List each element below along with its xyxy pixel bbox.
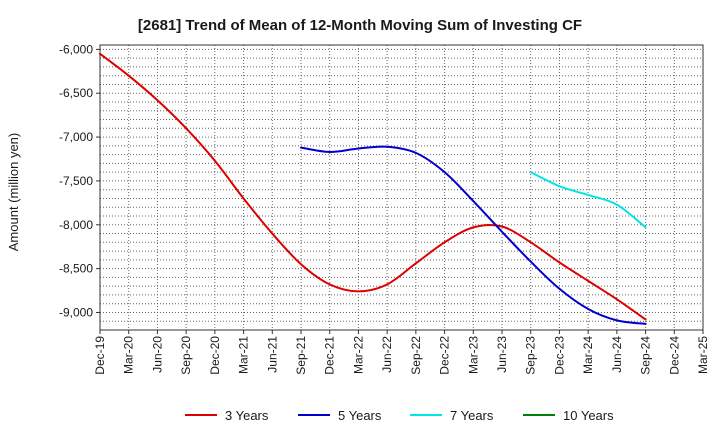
x-tick-label: Dec-22 bbox=[438, 336, 452, 375]
y-axis-label: Amount (million yen) bbox=[6, 133, 21, 252]
chart-title: [2681] Trend of Mean of 12-Month Moving … bbox=[138, 17, 582, 34]
grid-lines bbox=[99, 45, 704, 331]
legend-label-5-years: 5 Years bbox=[338, 408, 382, 423]
plot-area bbox=[100, 45, 703, 330]
y-tick-label: -6,000 bbox=[59, 42, 93, 56]
x-tick-label: Mar-21 bbox=[237, 336, 251, 374]
x-tick-label: Dec-21 bbox=[323, 336, 337, 375]
x-tick-label: Jun-20 bbox=[150, 336, 164, 373]
plot-frame bbox=[99, 44, 704, 331]
x-tick-label: Sep-22 bbox=[409, 336, 423, 375]
x-tick-label: Mar-25 bbox=[696, 336, 710, 374]
legend: 3 Years 5 Years 7 Years 10 Years bbox=[185, 408, 614, 423]
y-tick-label: -7,000 bbox=[59, 130, 93, 144]
x-tick-label: Dec-19 bbox=[93, 336, 107, 375]
y-axis-ticks: -6,000 -6,500 -7,000 -7,500 -8,000 -8,500 -9,0… bbox=[59, 42, 100, 319]
legend-label-3-years: 3 Years bbox=[225, 408, 269, 423]
x-tick-label: Mar-20 bbox=[122, 336, 136, 374]
series-line-5-years bbox=[300, 145, 647, 325]
x-tick-label: Mar-22 bbox=[351, 336, 365, 374]
x-axis-ticks: Dec-19 Mar-20 Jun-20 Sep-20 Dec-20 Mar-21 Jun-… bbox=[93, 330, 710, 375]
series-line-7-years bbox=[529, 171, 647, 229]
x-tick-label: Sep-20 bbox=[179, 336, 193, 375]
axes bbox=[99, 44, 704, 331]
x-tick-label: Mar-24 bbox=[581, 336, 595, 374]
x-tick-label: Dec-20 bbox=[208, 336, 222, 375]
y-tick-label: -7,500 bbox=[59, 174, 93, 188]
x-tick-label: Dec-24 bbox=[667, 336, 681, 375]
series-lines bbox=[99, 52, 647, 325]
y-tick-label: -9,000 bbox=[59, 305, 93, 319]
plot-background bbox=[100, 45, 703, 330]
x-tick-label: Sep-23 bbox=[524, 336, 538, 375]
series-line-3-years bbox=[99, 52, 647, 321]
y-tick-label: -8,000 bbox=[59, 218, 93, 232]
x-tick-label: Jun-21 bbox=[265, 336, 279, 373]
legend-label-7-years: 7 Years bbox=[450, 408, 494, 423]
x-tick-label: Jun-23 bbox=[495, 336, 509, 373]
x-tick-label: Sep-24 bbox=[639, 336, 653, 375]
y-tick-label: -6,500 bbox=[59, 86, 93, 100]
y-tick-label: -8,500 bbox=[59, 262, 93, 276]
x-tick-label: Jun-22 bbox=[380, 336, 394, 373]
x-tick-label: Dec-23 bbox=[552, 336, 566, 375]
x-tick-label: Sep-21 bbox=[294, 336, 308, 375]
legend-label-10-years: 10 Years bbox=[563, 408, 614, 423]
x-tick-label: Jun-24 bbox=[610, 336, 624, 373]
x-tick-label: Mar-23 bbox=[466, 336, 480, 374]
